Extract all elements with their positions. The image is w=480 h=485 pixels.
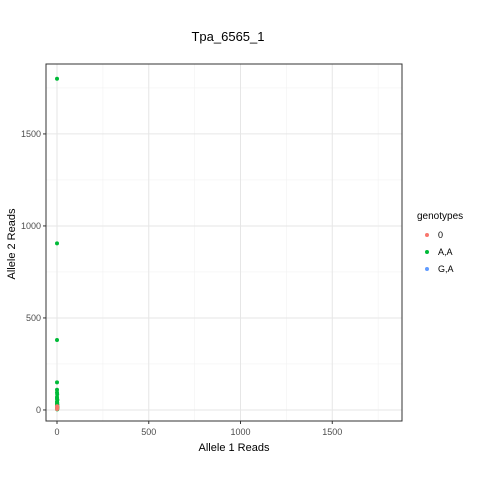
legend-key bbox=[425, 233, 429, 237]
y-axis-label: Allele 2 Reads bbox=[6, 208, 18, 279]
y-tick-label: 0 bbox=[36, 405, 41, 415]
grid-lines bbox=[46, 64, 402, 421]
plot-panel-border bbox=[45, 63, 403, 422]
data-points bbox=[55, 76, 60, 412]
legend: genotypes 0 A,A G,A bbox=[417, 211, 463, 274]
data-point-a-a bbox=[55, 387, 60, 392]
data-point-a-a bbox=[55, 338, 60, 343]
data-point-a-a bbox=[55, 76, 60, 81]
x-tick-label: 0 bbox=[55, 427, 60, 437]
x-axis-label: Allele 1 Reads bbox=[199, 442, 270, 454]
axes: 0 500 1000 1500 0 500 1000 1500 bbox=[21, 129, 342, 437]
legend-key bbox=[425, 267, 429, 271]
x-tick-label: 500 bbox=[141, 427, 156, 437]
x-tick-label: 1000 bbox=[230, 427, 250, 437]
y-tick-label: 1000 bbox=[21, 221, 41, 231]
chart-title: Tpa_6565_1 bbox=[191, 29, 264, 44]
legend-label: A,A bbox=[438, 247, 453, 257]
data-point-a-a bbox=[55, 241, 60, 246]
legend-title: genotypes bbox=[417, 211, 463, 222]
legend-label: 0 bbox=[438, 230, 443, 240]
data-point-0 bbox=[55, 404, 60, 409]
data-point-a-a bbox=[55, 380, 60, 385]
x-tick-label: 1500 bbox=[322, 427, 342, 437]
y-tick-label: 1500 bbox=[21, 129, 41, 139]
legend-label: G,A bbox=[438, 264, 454, 274]
y-tick-label: 500 bbox=[26, 313, 41, 323]
legend-key bbox=[425, 250, 429, 254]
